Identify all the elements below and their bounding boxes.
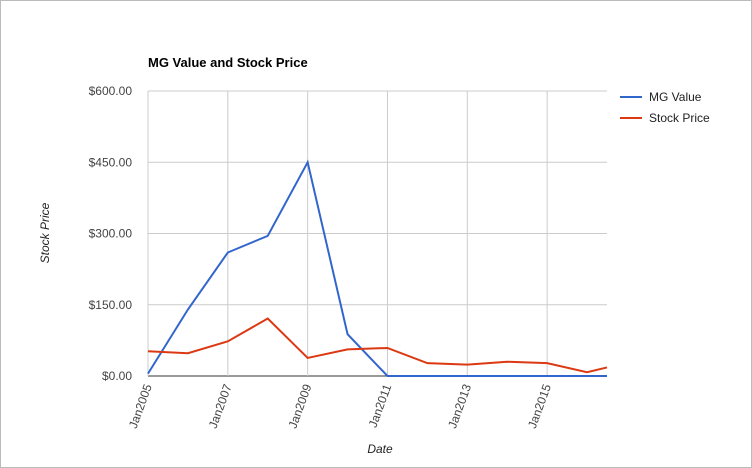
- chart-title: MG Value and Stock Price: [148, 55, 308, 70]
- line-series: [147, 159, 607, 377]
- y-tick-label: $600.00: [89, 84, 133, 98]
- line-series: [147, 317, 608, 374]
- y-tick-label: $450.00: [89, 155, 133, 169]
- y-tick-label: $0.00: [102, 369, 132, 383]
- legend-label: Stock Price: [649, 111, 710, 125]
- x-axis-title: Date: [367, 442, 393, 456]
- y-axis-title: Stock Price: [38, 202, 52, 263]
- legend-label: MG Value: [649, 90, 702, 104]
- y-tick-label: $300.00: [89, 227, 133, 241]
- y-tick-label: $150.00: [89, 298, 133, 312]
